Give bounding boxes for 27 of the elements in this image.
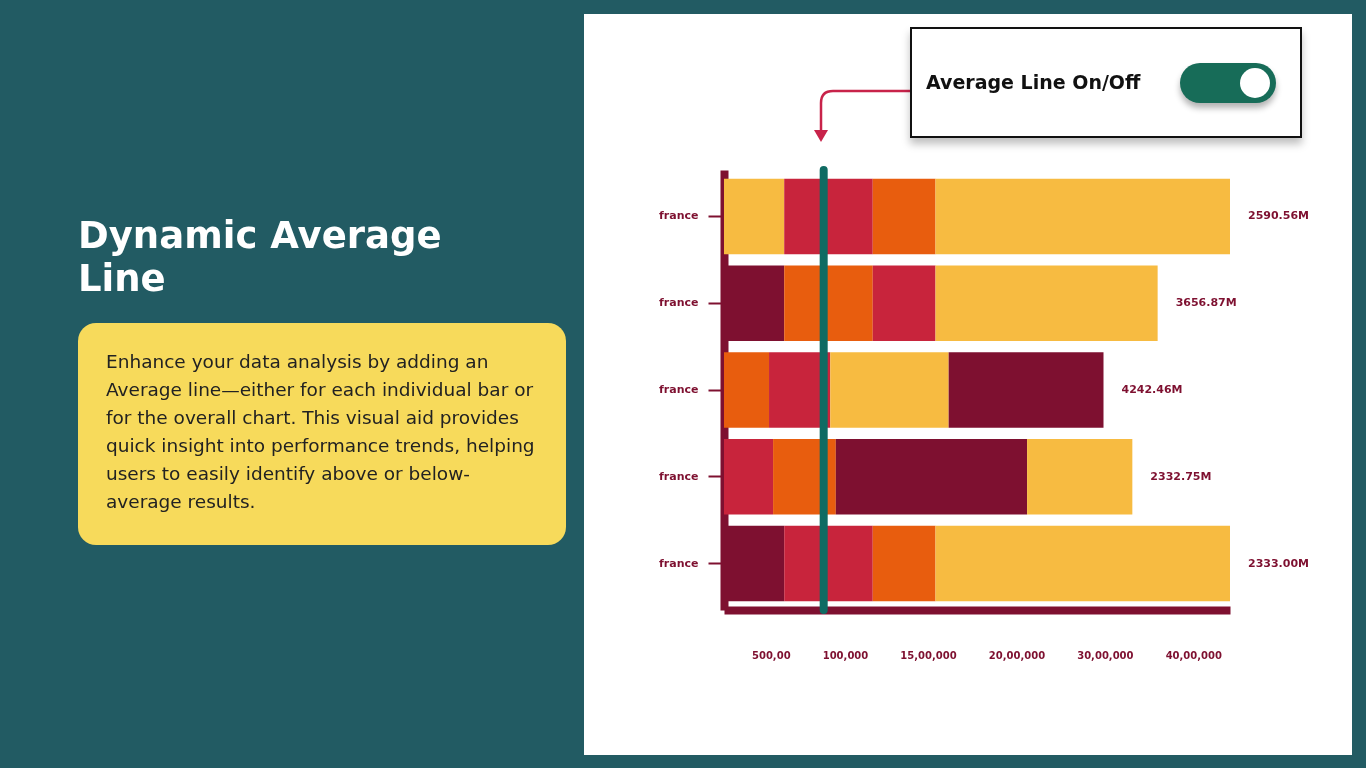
y-tick-label: france bbox=[659, 209, 699, 223]
text: 100,000 bbox=[822, 650, 869, 661]
text: 15,00,000 bbox=[900, 650, 957, 661]
text: Dynamic Average Line bbox=[78, 214, 443, 300]
y-tick-label: france bbox=[659, 469, 699, 483]
text: 2590.56M bbox=[1248, 209, 1310, 223]
y-tick-label: france bbox=[659, 296, 699, 310]
y-tick-label: france bbox=[659, 556, 699, 570]
bar bbox=[784, 525, 873, 602]
text: 30,00,000 bbox=[1077, 650, 1134, 661]
text: Enhance your data analysis by adding an Average line—either for each individual bar or for the overall chart. This visual aid provides quick insight into performance trends, helping users to easily identify above or below-average results. bbox=[78, 323, 566, 545]
text: 2333.00M bbox=[1248, 556, 1310, 570]
annotation: 2332.75M bbox=[1150, 469, 1212, 483]
bar bbox=[872, 178, 936, 255]
bar bbox=[935, 525, 1230, 602]
bar bbox=[935, 265, 1158, 341]
annotation: 4242.46M bbox=[1121, 383, 1183, 396]
bar bbox=[1027, 439, 1133, 515]
bar bbox=[935, 178, 1230, 255]
bar bbox=[784, 178, 873, 255]
y-tick-label: france bbox=[659, 383, 699, 396]
annotation: 3656.87M bbox=[1175, 296, 1237, 310]
text: Average Line On/Off bbox=[926, 71, 1141, 93]
bar bbox=[872, 525, 936, 602]
text: 500,00 bbox=[752, 650, 791, 661]
text: 40,00,000 bbox=[1165, 650, 1222, 661]
text: 20,00,000 bbox=[988, 650, 1046, 661]
